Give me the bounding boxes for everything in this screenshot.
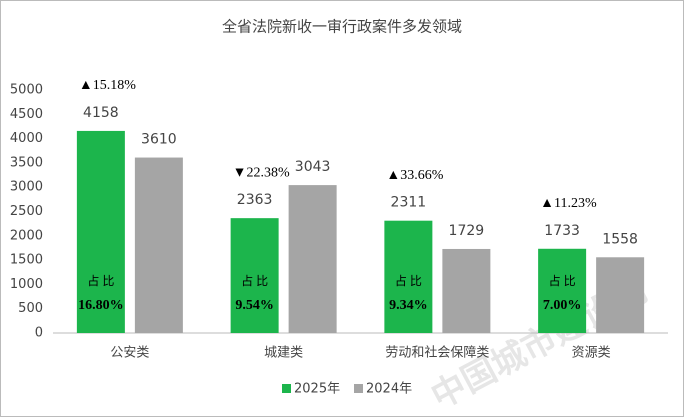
- value-label: 1733: [544, 223, 580, 239]
- bar: [134, 157, 183, 333]
- y-tick-label: 500: [18, 301, 43, 316]
- bar: [596, 257, 645, 333]
- y-tick-label: 2000: [10, 228, 43, 243]
- x-tick-label: 公安类: [110, 346, 149, 361]
- value-label: 3043: [295, 159, 331, 175]
- bar: [442, 248, 491, 333]
- value-label: 1558: [602, 231, 638, 247]
- y-tick-label: 5000: [10, 83, 43, 98]
- value-label: 3610: [141, 132, 177, 148]
- change-label: ▲15.18%: [79, 78, 136, 93]
- value-label: 1729: [449, 223, 485, 239]
- share-caption: 占 比: [241, 273, 268, 288]
- legend-label: 2025年: [294, 382, 340, 397]
- y-tick-label: 3500: [10, 155, 43, 170]
- share-caption: 占 比: [549, 273, 576, 288]
- y-tick-label: 4500: [10, 107, 43, 122]
- legend-swatch: [282, 384, 291, 393]
- share-label: 16.80%: [78, 298, 124, 313]
- y-tick-label: 1000: [10, 277, 43, 292]
- change-label: ▼22.38%: [233, 165, 290, 180]
- share-caption: 占 比: [87, 273, 114, 288]
- bar: [384, 220, 433, 333]
- legend-label: 2024年: [366, 382, 412, 397]
- y-tick-label: 2500: [10, 204, 43, 219]
- bar: [538, 248, 587, 333]
- x-tick-label: 劳动和社会保障类: [385, 345, 489, 361]
- share-label: 9.54%: [235, 298, 274, 313]
- bar: [288, 185, 337, 333]
- y-tick-label: 4000: [10, 131, 43, 146]
- legend-swatch: [354, 384, 363, 393]
- chart-title: 全省法院新收一审行政案件多发领域: [222, 18, 462, 36]
- share-label: 7.00%: [543, 298, 582, 313]
- change-label: ▲11.23%: [540, 196, 597, 211]
- share-caption: 占 比: [395, 273, 422, 288]
- y-tick-label: 3000: [10, 180, 43, 195]
- share-label: 9.34%: [389, 298, 428, 313]
- bar: [230, 218, 279, 333]
- change-label: ▲33.66%: [386, 168, 443, 183]
- bar: [76, 130, 125, 333]
- y-tick-label: 0: [35, 326, 43, 341]
- value-label: 2311: [391, 195, 427, 211]
- value-label: 4158: [83, 105, 119, 121]
- value-label: 2363: [237, 192, 273, 208]
- x-tick-label: 资源类: [572, 346, 611, 361]
- x-tick-label: 城建类: [264, 346, 303, 361]
- y-tick-label: 1500: [10, 253, 43, 268]
